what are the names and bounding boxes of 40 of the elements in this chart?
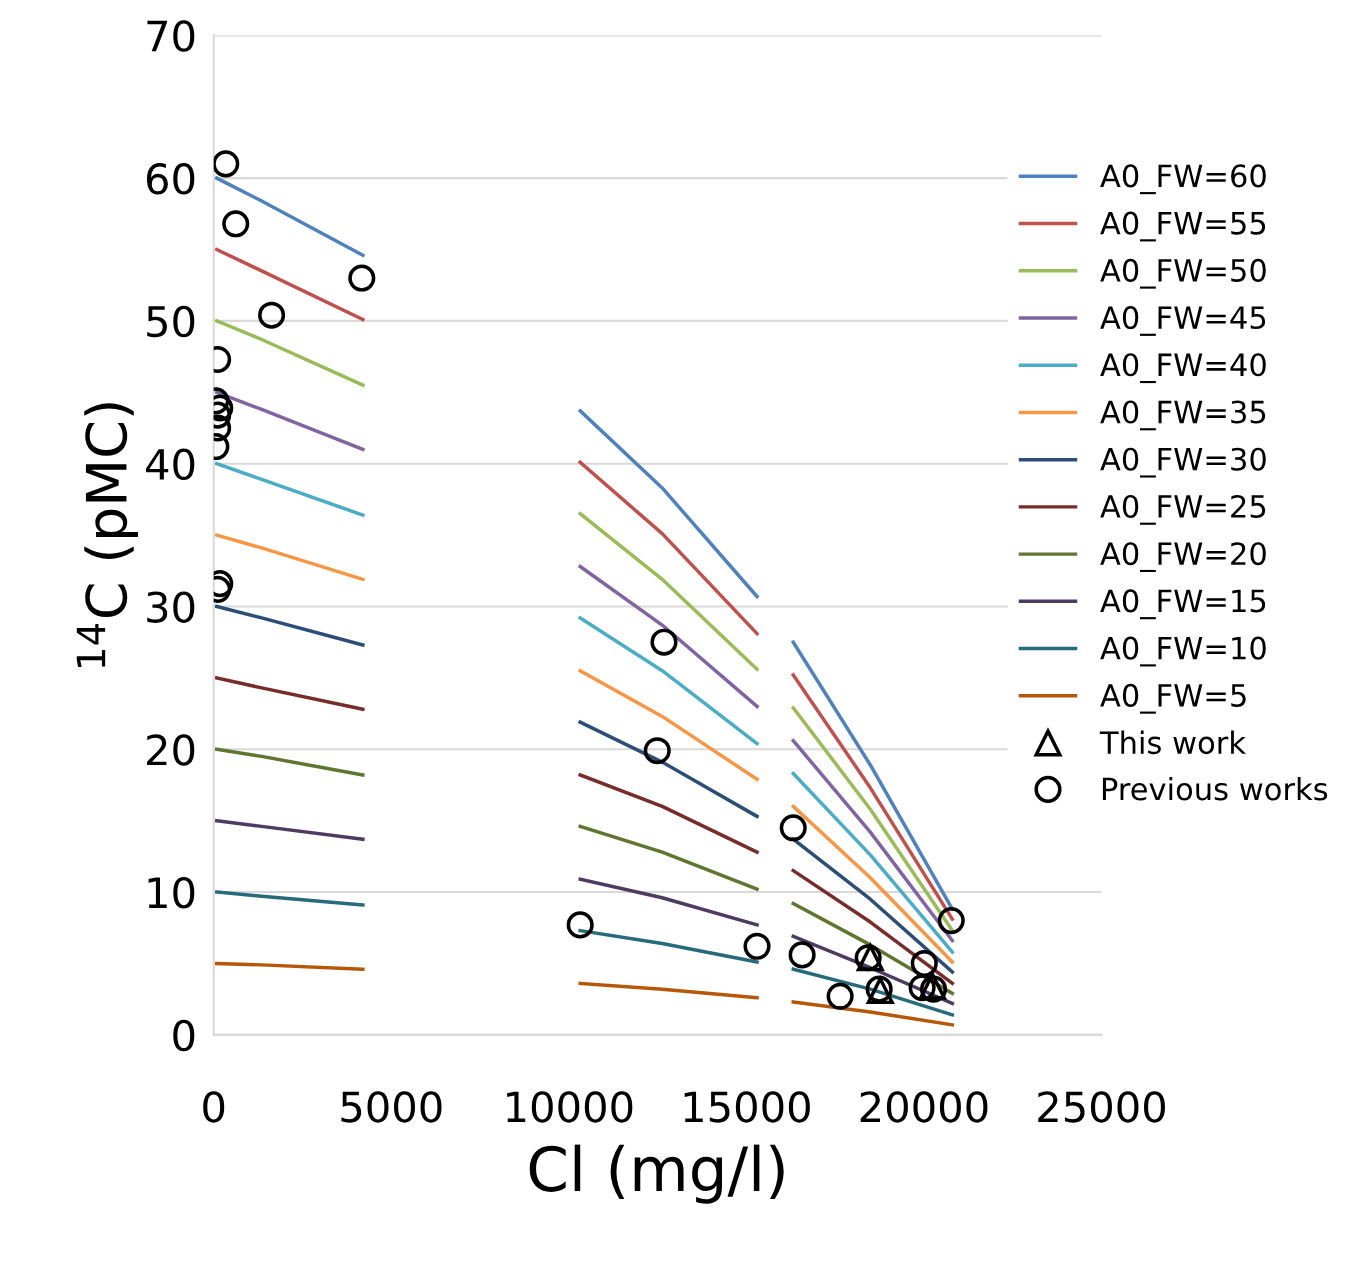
x-tick-label: 20000 xyxy=(860,1091,988,1123)
point xyxy=(826,982,854,1010)
legend-label: A0_FW=45 xyxy=(1100,306,1266,336)
legend-label: This work xyxy=(1099,730,1246,755)
x-tick-label: 15000 xyxy=(684,1091,810,1123)
y-tick-label: 20 xyxy=(147,734,195,766)
point xyxy=(937,907,965,935)
y-tick-label: 50 xyxy=(147,305,195,338)
y-tick-label: 0 xyxy=(173,1019,195,1052)
legend-label: A0_FW=40 xyxy=(1100,353,1266,384)
point xyxy=(650,628,678,656)
y-axis-title: $^{14}$C (pMC) xyxy=(76,403,138,667)
x-tick-label: 10000 xyxy=(507,1091,633,1123)
legend-label: A0_FW=20 xyxy=(1100,542,1266,573)
point xyxy=(910,949,938,977)
legend-label: A0_FW=5 xyxy=(1100,683,1246,714)
point xyxy=(566,911,594,939)
y-tick-label: 10 xyxy=(148,876,195,909)
y-tick-label: 70 xyxy=(147,20,195,52)
x-tick-label: 25000 xyxy=(1038,1091,1165,1123)
x-axis-title: Cl (mg/l) xyxy=(529,1144,784,1204)
y-tick-label: 40 xyxy=(146,448,195,481)
legend-label: A0_FW=55 xyxy=(1100,211,1266,242)
point xyxy=(788,941,816,969)
legend-label: A0_FW=25 xyxy=(1100,494,1266,525)
legend-label: A0_FW=60 xyxy=(1100,164,1266,195)
point xyxy=(908,974,936,1002)
legend-label: A0_FW=30 xyxy=(1100,447,1266,478)
legend-label: A0_FW=10 xyxy=(1100,636,1266,667)
point xyxy=(643,737,671,765)
x-tick-label: 5000 xyxy=(341,1091,442,1123)
x-tick-label: 0 xyxy=(203,1091,225,1123)
y-tick-label: 60 xyxy=(146,163,195,195)
legend-label: Previous works xyxy=(1102,776,1328,801)
legend-label: A0_FW=15 xyxy=(1100,589,1266,620)
legend-label: A0_FW=50 xyxy=(1100,258,1266,289)
legend-label: A0_FW=35 xyxy=(1100,400,1266,431)
point xyxy=(743,932,771,960)
point xyxy=(779,814,807,842)
y-tick-label: 30 xyxy=(147,591,195,623)
